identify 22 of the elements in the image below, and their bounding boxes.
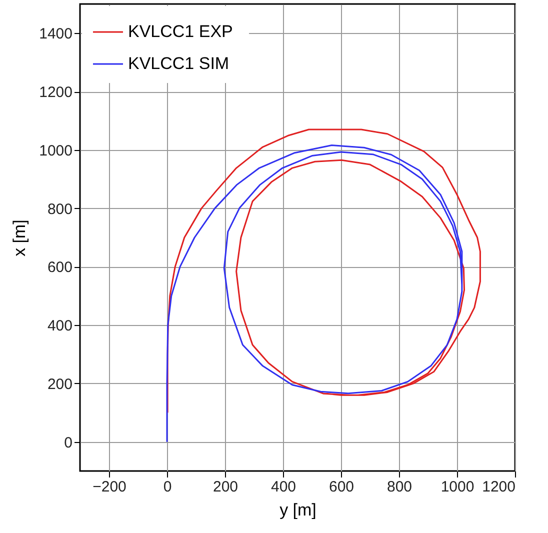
y-tick-label: 0 xyxy=(64,434,72,452)
line-series xyxy=(166,144,463,443)
x-tick-label: 0 xyxy=(163,478,172,496)
x-tick-label: 600 xyxy=(328,478,354,496)
y-axis-title: x [m] xyxy=(10,220,30,256)
x-tick-label: 400 xyxy=(270,478,296,496)
x-tick-label: 1000 xyxy=(440,478,474,496)
line-series xyxy=(166,128,481,414)
x-tick-label: −200 xyxy=(92,478,126,496)
x-axis-title: y [m] xyxy=(280,500,316,520)
y-tick-label: 400 xyxy=(47,318,72,335)
legend-label: KVLCC1 EXP xyxy=(128,22,233,41)
x-tick-label: 200 xyxy=(212,478,238,496)
x-tick-label: 800 xyxy=(386,478,412,496)
y-tick-label: 1000 xyxy=(39,142,72,160)
x-tick-label: 1200 xyxy=(482,478,516,496)
legend-label: KVLCC1 SIM xyxy=(128,54,230,73)
y-tick-label: 800 xyxy=(47,200,72,218)
y-tick-label: 1400 xyxy=(39,26,72,43)
y-tick-label: 600 xyxy=(47,259,72,276)
y-tick-label: 200 xyxy=(47,376,72,393)
y-tick-label: 1200 xyxy=(39,84,72,102)
